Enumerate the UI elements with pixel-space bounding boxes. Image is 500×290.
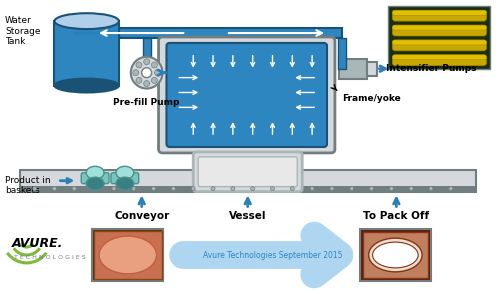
Bar bbox=[388, 6, 490, 69]
Bar bbox=[54, 21, 119, 86]
Text: Pre-fill Pump: Pre-fill Pump bbox=[114, 98, 180, 107]
FancyBboxPatch shape bbox=[158, 37, 335, 153]
FancyBboxPatch shape bbox=[392, 40, 486, 45]
Ellipse shape bbox=[116, 177, 134, 190]
Circle shape bbox=[350, 187, 354, 191]
Circle shape bbox=[270, 187, 274, 191]
Circle shape bbox=[133, 70, 138, 76]
Text: Water
Storage
Tank: Water Storage Tank bbox=[5, 16, 41, 46]
FancyBboxPatch shape bbox=[193, 152, 302, 192]
Ellipse shape bbox=[86, 166, 104, 179]
Circle shape bbox=[32, 187, 36, 191]
FancyBboxPatch shape bbox=[392, 55, 486, 60]
FancyBboxPatch shape bbox=[82, 173, 109, 184]
Circle shape bbox=[310, 187, 314, 191]
Bar bbox=[338, 38, 346, 69]
Text: T E C H N O L O G I E S: T E C H N O L O G I E S bbox=[14, 255, 86, 260]
Circle shape bbox=[231, 187, 235, 191]
Circle shape bbox=[191, 187, 195, 191]
Circle shape bbox=[449, 187, 453, 191]
FancyBboxPatch shape bbox=[392, 10, 486, 21]
Circle shape bbox=[92, 187, 96, 191]
Bar bbox=[142, 38, 150, 73]
Circle shape bbox=[132, 187, 136, 191]
Circle shape bbox=[250, 187, 254, 191]
Circle shape bbox=[330, 187, 334, 191]
Circle shape bbox=[429, 187, 433, 191]
Circle shape bbox=[144, 81, 150, 86]
Ellipse shape bbox=[86, 177, 104, 190]
Ellipse shape bbox=[372, 242, 418, 268]
Circle shape bbox=[152, 77, 158, 83]
FancyBboxPatch shape bbox=[392, 55, 486, 66]
Circle shape bbox=[144, 59, 150, 65]
Ellipse shape bbox=[368, 238, 422, 272]
Circle shape bbox=[136, 62, 142, 68]
Text: Vessel: Vessel bbox=[229, 211, 266, 221]
Circle shape bbox=[390, 187, 394, 191]
Circle shape bbox=[211, 187, 215, 191]
Circle shape bbox=[52, 187, 56, 191]
Circle shape bbox=[370, 187, 374, 191]
FancyBboxPatch shape bbox=[392, 10, 486, 15]
Ellipse shape bbox=[116, 166, 134, 179]
FancyBboxPatch shape bbox=[392, 40, 486, 51]
Bar bbox=[72, 28, 342, 38]
Circle shape bbox=[131, 57, 162, 88]
Text: AVURE.: AVURE. bbox=[12, 237, 64, 250]
Bar bbox=[92, 229, 164, 281]
Ellipse shape bbox=[99, 236, 156, 274]
FancyBboxPatch shape bbox=[166, 43, 327, 147]
Circle shape bbox=[154, 70, 160, 76]
Bar bbox=[20, 170, 475, 192]
Text: To Pack Off: To Pack Off bbox=[364, 211, 430, 221]
Text: Product in
baskets: Product in baskets bbox=[5, 176, 51, 195]
Bar bbox=[94, 231, 162, 279]
Bar bbox=[20, 186, 475, 192]
Ellipse shape bbox=[54, 13, 119, 29]
FancyBboxPatch shape bbox=[111, 173, 138, 184]
Text: Avure Technologies September 2015: Avure Technologies September 2015 bbox=[202, 251, 342, 260]
Circle shape bbox=[152, 62, 158, 68]
FancyArrowPatch shape bbox=[183, 235, 340, 274]
Circle shape bbox=[290, 187, 294, 191]
Circle shape bbox=[142, 68, 152, 78]
Ellipse shape bbox=[54, 79, 119, 93]
Text: Intensifier Pumps: Intensifier Pumps bbox=[386, 64, 477, 73]
Text: Conveyor: Conveyor bbox=[114, 211, 170, 221]
FancyBboxPatch shape bbox=[392, 25, 486, 30]
Circle shape bbox=[172, 187, 175, 191]
Bar bbox=[362, 232, 428, 278]
Bar bbox=[339, 59, 366, 79]
Circle shape bbox=[136, 77, 142, 83]
Circle shape bbox=[112, 187, 116, 191]
Circle shape bbox=[152, 187, 156, 191]
Circle shape bbox=[72, 187, 76, 191]
Text: Frame/yoke: Frame/yoke bbox=[342, 95, 400, 104]
Circle shape bbox=[409, 187, 413, 191]
FancyBboxPatch shape bbox=[392, 25, 486, 36]
FancyBboxPatch shape bbox=[198, 157, 298, 187]
Bar bbox=[366, 62, 376, 76]
Bar bbox=[360, 229, 431, 281]
